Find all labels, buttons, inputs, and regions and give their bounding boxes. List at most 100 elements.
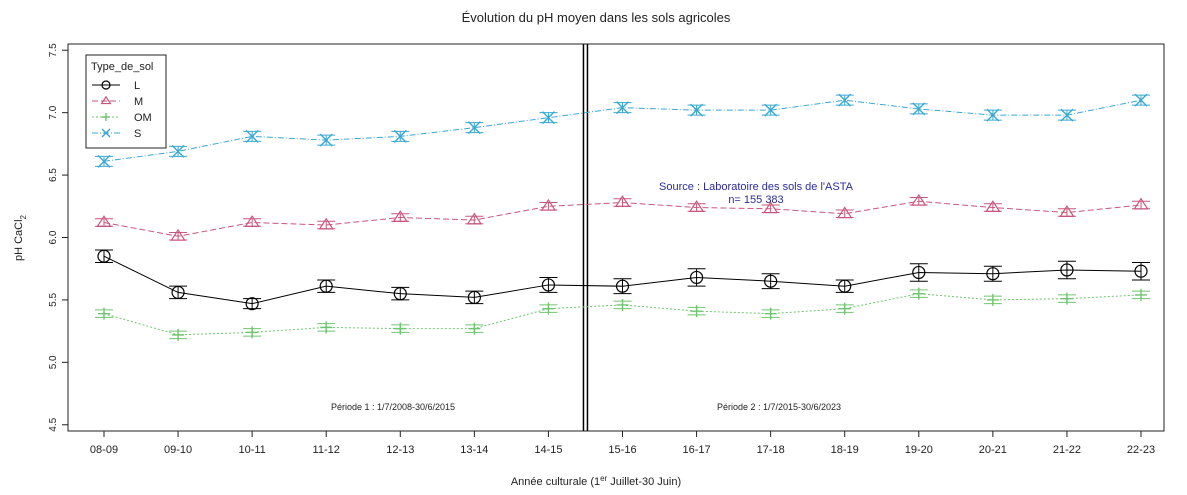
x-tick-label: 12-13 — [386, 444, 414, 456]
point-marker — [542, 302, 555, 315]
point-marker — [101, 80, 111, 90]
point-marker — [392, 210, 408, 223]
series-om — [95, 287, 1150, 341]
y-axis-label: pH CaCl2 — [13, 214, 28, 261]
point-marker — [466, 212, 483, 225]
point-marker — [986, 108, 1000, 122]
point-marker — [764, 274, 778, 288]
x-tick-label: 14-15 — [534, 444, 562, 456]
y-axis: 4.5 5.0 5.5 6.0 6.5 7.0 7.5 — [48, 43, 68, 432]
point-marker — [764, 103, 778, 117]
y-tick-label: 5.5 — [48, 293, 59, 307]
y-tick-label: 6.0 — [48, 230, 59, 244]
point-marker — [1133, 197, 1149, 210]
point-marker — [541, 278, 556, 292]
point-marker — [541, 111, 555, 125]
y-tick-label: 5.0 — [48, 355, 59, 369]
point-marker — [689, 270, 704, 285]
point-marker — [320, 321, 333, 334]
legend-label: M — [134, 96, 143, 108]
point-marker — [467, 121, 481, 135]
legend: Type_de_sol LM OM S — [85, 54, 167, 149]
point-marker — [838, 279, 852, 293]
point-marker — [246, 326, 259, 339]
point-marker — [616, 298, 629, 311]
point-marker — [245, 129, 259, 143]
point-marker — [393, 129, 407, 143]
point-marker — [540, 198, 557, 211]
point-marker — [467, 290, 481, 305]
point-marker — [171, 144, 185, 158]
legend-box — [85, 54, 167, 149]
x-tick-label: 20-21 — [979, 444, 1007, 456]
x-tick-label: 15-16 — [608, 444, 636, 456]
point-marker — [1134, 264, 1148, 278]
period-2-annotation: Période 2 : 1/7/2015-30/6/2023 — [717, 402, 841, 412]
legend-item-l: L — [92, 80, 140, 92]
point-marker — [912, 265, 926, 280]
point-marker — [319, 133, 333, 147]
x-tick-label: 16-17 — [683, 444, 711, 456]
legend-label: L — [134, 80, 140, 92]
point-marker — [468, 322, 481, 335]
x-tick-label: 11-12 — [313, 444, 340, 456]
plot-frame — [67, 43, 1165, 432]
x-tick-label: 21-22 — [1053, 444, 1081, 456]
point-marker — [1060, 263, 1074, 277]
point-marker — [986, 293, 999, 306]
point-marker — [837, 206, 853, 219]
point-marker — [172, 328, 185, 341]
x-tick-label: 13-14 — [460, 444, 488, 456]
point-marker — [98, 307, 110, 320]
point-marker — [244, 215, 260, 227]
point-marker — [102, 113, 110, 121]
point-marker — [101, 128, 111, 138]
point-marker — [97, 249, 111, 263]
point-marker — [170, 228, 186, 241]
point-marker — [171, 285, 185, 300]
legend-item-s: S — [92, 128, 141, 140]
point-marker — [616, 101, 629, 115]
legend-item-m: M — [92, 95, 143, 108]
point-marker — [96, 215, 112, 227]
x-tick-label: 19-20 — [905, 444, 933, 456]
x-axis: 08-09 09-10 10-11 11-12 12-13 13-14 14-15 15-16… — [90, 431, 1155, 456]
series-s — [95, 93, 1150, 168]
legend-title: Type_de_sol — [91, 61, 153, 73]
point-marker — [912, 102, 926, 116]
y-tick-label: 7.5 — [48, 43, 59, 57]
point-marker — [764, 307, 777, 320]
x-tick-label: 17-18 — [757, 444, 785, 456]
x-axis-label: Année culturale (1er Juillet-30 Juin) — [511, 474, 681, 488]
series-l — [95, 249, 1150, 311]
period-1-annotation: Période 1 : 1/7/2008-30/6/2015 — [331, 402, 455, 412]
series-layer — [95, 93, 1150, 341]
point-marker — [986, 267, 1000, 281]
point-marker — [393, 287, 407, 301]
point-marker — [614, 195, 631, 208]
point-marker — [615, 279, 630, 293]
legend-label: S — [134, 128, 141, 140]
chart-title: Évolution du pH moyen dans les sols agri… — [462, 10, 731, 25]
point-marker — [318, 217, 334, 230]
point-marker — [690, 103, 704, 117]
point-marker — [762, 201, 779, 214]
point-marker — [838, 302, 851, 315]
x-tick-label: 09-10 — [164, 444, 192, 456]
point-marker — [1060, 292, 1073, 305]
point-marker — [394, 322, 407, 335]
point-marker — [100, 95, 112, 105]
point-marker — [245, 297, 259, 311]
point-marker — [1134, 93, 1148, 107]
point-marker — [1135, 288, 1147, 301]
point-marker — [690, 305, 703, 318]
period-divider-line — [582, 44, 589, 431]
point-marker — [1059, 205, 1075, 218]
point-marker — [97, 154, 111, 168]
y-tick-label: 6.5 — [48, 168, 59, 182]
point-marker — [319, 279, 333, 293]
x-tick-label: 18-19 — [831, 444, 859, 456]
point-marker — [1060, 108, 1074, 122]
legend-item-om: OM — [92, 112, 152, 124]
